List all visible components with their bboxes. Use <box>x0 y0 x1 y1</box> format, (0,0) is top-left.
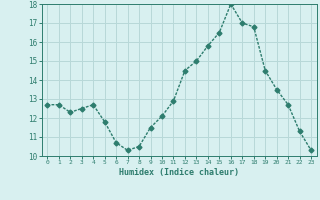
X-axis label: Humidex (Indice chaleur): Humidex (Indice chaleur) <box>119 168 239 177</box>
